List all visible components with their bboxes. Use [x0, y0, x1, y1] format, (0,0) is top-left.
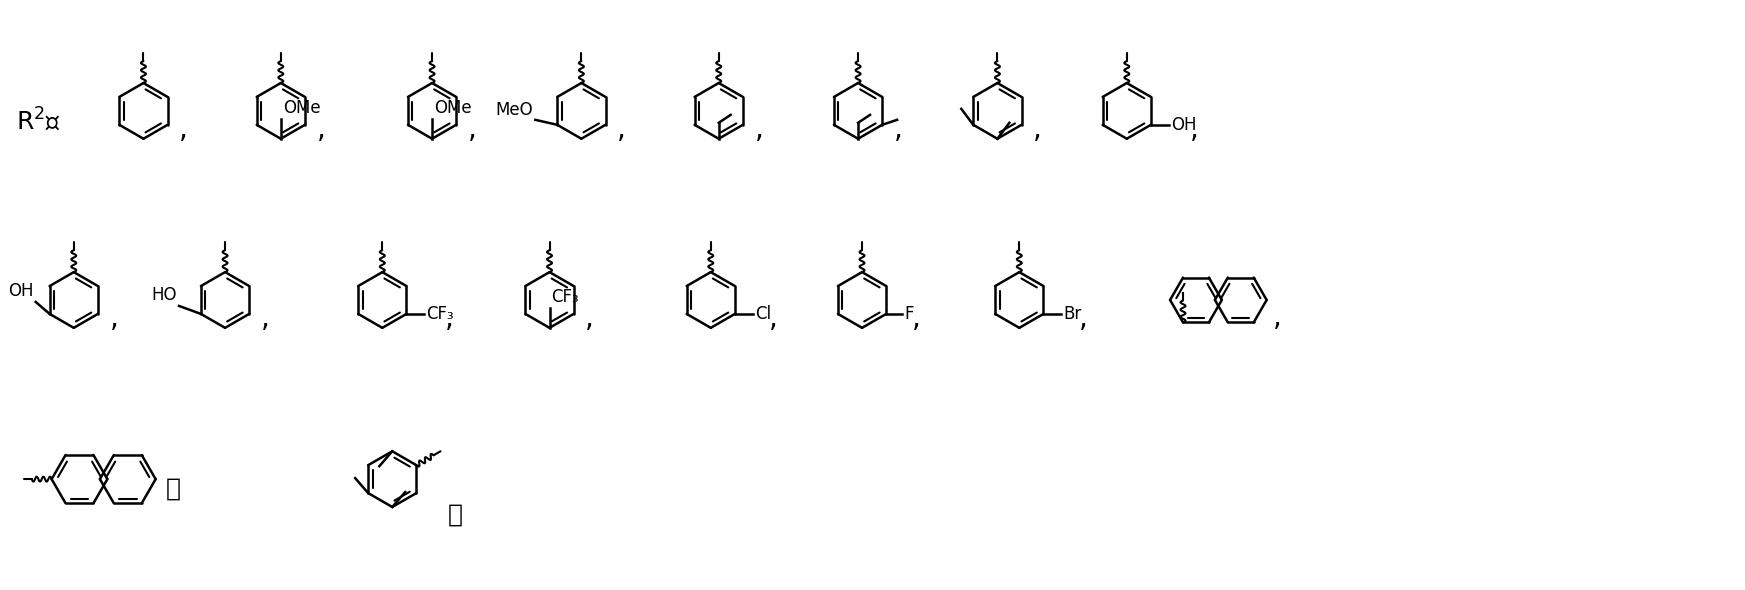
- Text: HO: HO: [152, 286, 176, 304]
- Text: ,: ,: [913, 306, 921, 333]
- Text: CF₃: CF₃: [426, 305, 454, 323]
- Text: ,: ,: [618, 116, 626, 145]
- Text: ,: ,: [468, 116, 476, 145]
- Text: Br: Br: [1063, 305, 1082, 323]
- Text: OMe: OMe: [283, 99, 321, 117]
- Text: ,: ,: [1272, 304, 1281, 332]
- Text: ,: ,: [316, 116, 326, 145]
- Text: OH: OH: [9, 282, 33, 300]
- Text: OH: OH: [1171, 116, 1197, 134]
- Text: 。: 。: [448, 503, 462, 527]
- Text: ,: ,: [893, 116, 902, 145]
- Text: OMe: OMe: [435, 99, 471, 117]
- Text: Cl: Cl: [756, 305, 771, 323]
- Text: ,: ,: [585, 306, 595, 333]
- Text: ,: ,: [1078, 306, 1087, 333]
- Text: ,: ,: [754, 116, 763, 145]
- Text: ,: ,: [262, 306, 270, 333]
- Text: ,: ,: [110, 306, 119, 333]
- Text: MeO: MeO: [496, 101, 534, 119]
- Text: ,: ,: [768, 306, 777, 333]
- Text: F: F: [904, 305, 914, 323]
- Text: ,: ,: [1190, 116, 1199, 145]
- Text: ,: ,: [445, 306, 454, 333]
- Text: 或: 或: [166, 477, 180, 501]
- Text: ,: ,: [180, 116, 188, 145]
- Text: R$^2$为: R$^2$为: [16, 107, 61, 135]
- Text: ,: ,: [1033, 116, 1042, 145]
- Text: CF₃: CF₃: [551, 288, 579, 306]
